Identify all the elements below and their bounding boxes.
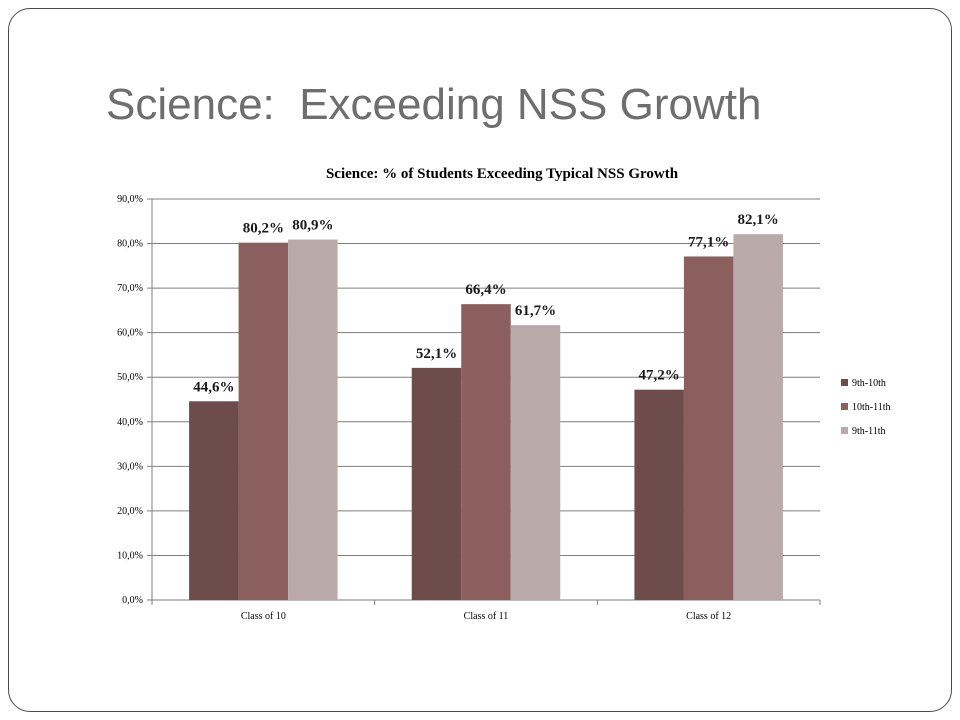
x-tick-label: Class of 11 <box>464 611 509 622</box>
bar-10th-11th-class-of-10 <box>238 242 289 601</box>
bar-9th-11th-class-of-12 <box>733 234 783 600</box>
data-label: 47,2% <box>639 368 680 384</box>
y-tick-label: 40,0% <box>117 417 143 428</box>
data-label: 77,1% <box>688 234 729 250</box>
legend-swatch <box>841 403 848 410</box>
bar-9th-10th-class-of-10 <box>189 401 239 600</box>
y-tick-label: 80,0% <box>117 239 143 250</box>
y-tick-label: 30,0% <box>117 461 143 472</box>
x-tick-label: Class of 12 <box>686 611 731 622</box>
legend-swatch <box>841 427 848 434</box>
y-tick-label: 50,0% <box>117 372 143 383</box>
data-label: 82,1% <box>738 212 779 228</box>
legend-swatch <box>841 379 848 386</box>
y-tick-label: 10,0% <box>117 550 143 561</box>
data-label: 66,4% <box>465 282 506 298</box>
chart-title: Science: % of Students Exceeding Typical… <box>326 166 679 182</box>
bar-9th-10th-class-of-12 <box>634 389 684 600</box>
data-label: 44,6% <box>193 379 234 395</box>
data-label: 80,2% <box>243 221 284 237</box>
legend-label: 9th-10th <box>852 378 886 389</box>
bar-9th-11th-class-of-11 <box>510 325 561 600</box>
bar-9th-10th-class-of-11 <box>411 367 462 600</box>
bar-10th-11th-class-of-12 <box>683 256 734 600</box>
y-tick-label: 70,0% <box>117 283 143 294</box>
bar-9th-11th-class-of-10 <box>288 239 338 600</box>
y-tick-label: 90,0% <box>117 194 143 205</box>
y-tick-label: 60,0% <box>117 328 143 339</box>
y-tick-label: 0,0% <box>122 595 143 606</box>
data-label: 52,1% <box>416 346 457 362</box>
legend-label: 10th-11th <box>852 402 891 413</box>
x-tick-label: Class of 10 <box>241 611 286 622</box>
data-label: 80,9% <box>292 218 333 234</box>
data-label: 61,7% <box>515 303 556 319</box>
y-tick-label: 20,0% <box>117 506 143 517</box>
legend-label: 9th-11th <box>852 426 886 437</box>
slide-title: Science: Exceeding NSS Growth <box>106 80 762 129</box>
bar-10th-11th-class-of-11 <box>461 304 511 600</box>
